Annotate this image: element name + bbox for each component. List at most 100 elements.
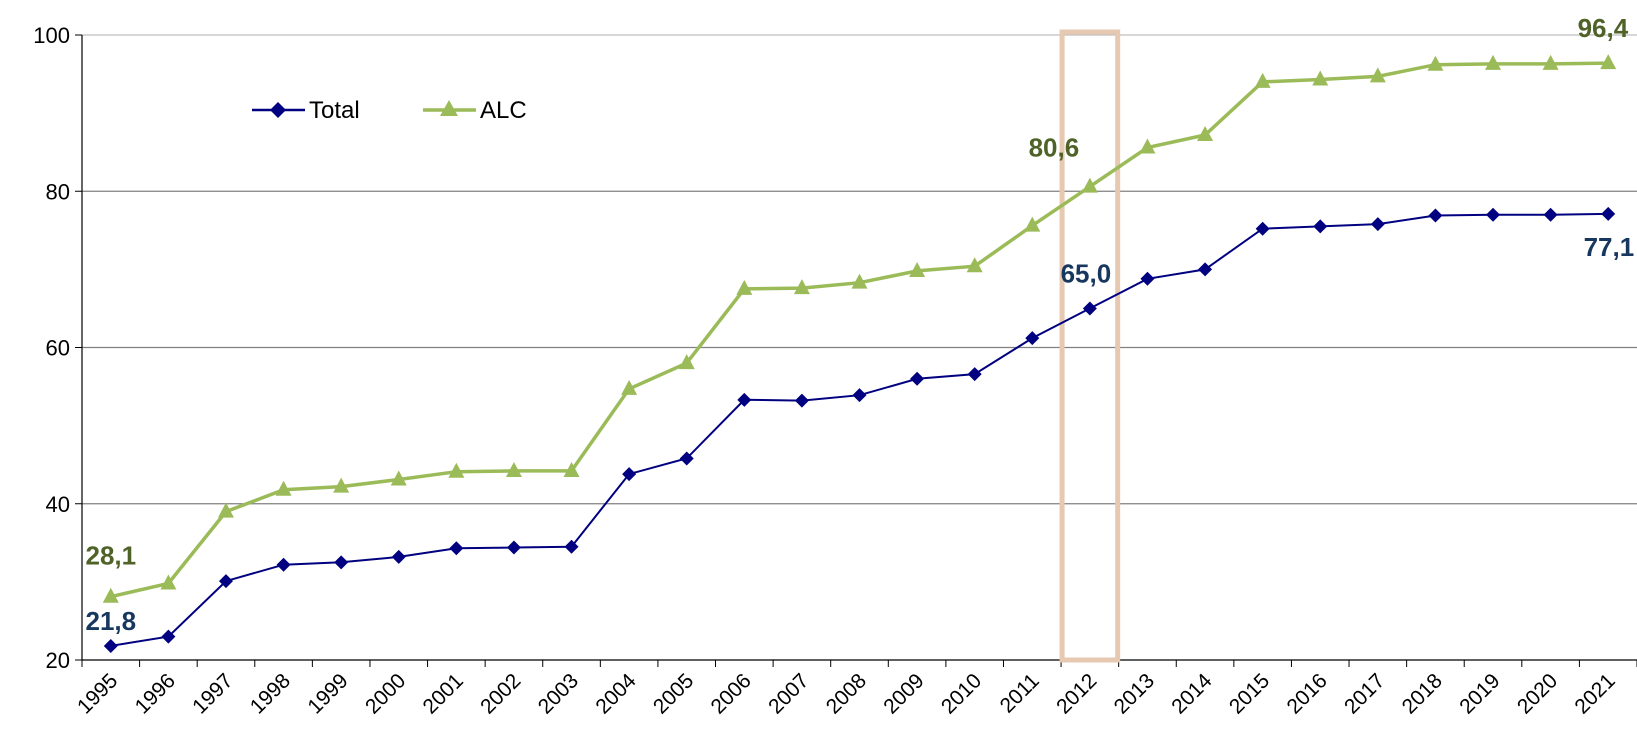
data-point-alc: [217, 502, 234, 518]
x-tick-label: 2008: [822, 669, 871, 718]
x-tick-label: 2011: [996, 669, 1044, 717]
x-tick-label: 2014: [1167, 669, 1217, 719]
data-point-total: [1543, 207, 1558, 222]
data-point-total: [391, 549, 406, 564]
y-tick-label: 100: [33, 23, 70, 48]
x-tick-label: 2002: [476, 669, 525, 718]
data-point-alc: [333, 477, 350, 493]
data-point-alc: [1600, 54, 1617, 70]
data-point-total: [276, 557, 291, 572]
data-label-annotations: 21,8 65,0 77,1 28,1 80,6 96,4: [85, 13, 1634, 636]
data-point-total: [1601, 206, 1616, 221]
data-label-annotation: 28,1: [85, 541, 136, 571]
data-point-total: [967, 367, 982, 382]
gridlines: [82, 34, 1637, 505]
series-line-alc: [110, 61, 1609, 599]
data-point-alc: [1197, 126, 1214, 141]
x-tick-label: 1996: [131, 669, 180, 718]
data-point-alc: [851, 273, 868, 289]
x-tick-label: 2017: [1340, 669, 1389, 718]
series-lines: [110, 61, 1609, 647]
x-tick-label: 2003: [534, 669, 583, 718]
data-point-alc: [736, 279, 753, 295]
data-point-total: [1486, 207, 1501, 222]
legend-item-alc: ALC: [423, 97, 527, 124]
data-point-total: [910, 371, 925, 386]
y-tick-label: 40: [46, 492, 70, 517]
data-point-alc: [909, 261, 926, 277]
data-point-total: [737, 392, 752, 407]
legend-label-total: Total: [309, 97, 360, 124]
data-point-alc: [621, 379, 638, 395]
data-point-total: [103, 638, 118, 653]
y-tick-label: 20: [46, 648, 70, 673]
legend-marker-total-diamond-icon: [270, 102, 286, 118]
x-tick-label: 2000: [361, 669, 410, 718]
y-tick-label: 80: [46, 179, 70, 204]
x-tick-label: 2013: [1110, 669, 1159, 718]
data-point-alc: [793, 279, 810, 295]
x-tick-label: 2018: [1398, 669, 1447, 718]
data-point-alc: [1485, 54, 1502, 70]
x-tick-label: 2012: [1052, 669, 1101, 718]
x-tick-label: 1995: [73, 669, 122, 718]
data-point-alc: [448, 462, 465, 478]
data-point-alc: [390, 470, 407, 486]
x-tick-label: 2019: [1455, 669, 1504, 718]
data-point-total: [1255, 221, 1270, 236]
legend-item-total: Total: [252, 97, 360, 124]
legend: Total ALC: [252, 97, 527, 124]
data-label-annotation: 65,0: [1061, 258, 1112, 288]
data-point-total: [1198, 262, 1213, 277]
data-point-alc: [1369, 67, 1386, 83]
x-tick-label: 2010: [937, 669, 986, 718]
series-markers: [102, 54, 1617, 653]
x-tick-label: 1998: [246, 669, 295, 718]
highlight-box-2012: [1059, 29, 1121, 663]
data-label-annotation: 21,8: [85, 606, 136, 636]
x-tick-label: 2005: [649, 669, 698, 718]
data-point-alc: [1254, 72, 1271, 88]
data-point-alc: [275, 480, 292, 496]
x-tick-label: 2009: [879, 669, 928, 718]
data-point-alc: [1081, 177, 1098, 193]
data-point-total: [334, 555, 349, 570]
legend-marker-alc-triangle-icon: [440, 100, 458, 116]
data-point-alc: [966, 257, 983, 273]
data-point-alc: [1024, 216, 1041, 232]
x-tick-label: 2001: [419, 669, 468, 718]
data-point-total: [1313, 219, 1328, 234]
data-point-total: [161, 629, 176, 644]
data-point-alc: [1139, 138, 1156, 154]
x-tick-label: 1999: [303, 669, 352, 718]
data-point-total: [449, 541, 464, 556]
data-point-total: [679, 451, 694, 466]
data-point-total: [564, 539, 579, 554]
legend-label-alc: ALC: [480, 97, 527, 124]
data-point-total: [622, 467, 637, 482]
x-tick-label: 2021: [1570, 669, 1619, 718]
x-tick-label: 2006: [707, 669, 756, 718]
data-point-total: [506, 540, 521, 555]
data-point-total: [852, 388, 867, 403]
data-point-alc: [1312, 70, 1329, 86]
y-axis-ticks: 20 40 60 80 100: [33, 23, 82, 673]
data-point-total: [1428, 208, 1443, 223]
data-point-total: [1140, 271, 1155, 286]
x-tick-label: 2004: [591, 669, 641, 719]
data-label-annotation: 80,6: [1029, 133, 1080, 163]
data-label-annotation: 77,1: [1584, 232, 1635, 262]
data-point-total: [218, 574, 233, 589]
x-tick-label: 2007: [764, 669, 813, 718]
data-point-alc: [160, 574, 177, 590]
data-point-alc: [1542, 54, 1559, 70]
data-point-total: [1082, 301, 1097, 316]
data-label-annotation: 96,4: [1578, 13, 1629, 43]
data-point-alc: [505, 461, 522, 477]
x-tick-label: 2015: [1225, 669, 1274, 718]
x-axis-ticks: 1995 1996 1997 1998 1999 2000 2001 2002 2003 2004…: [73, 660, 1637, 719]
x-tick-label: 2016: [1282, 669, 1331, 718]
data-point-total: [1370, 217, 1385, 232]
